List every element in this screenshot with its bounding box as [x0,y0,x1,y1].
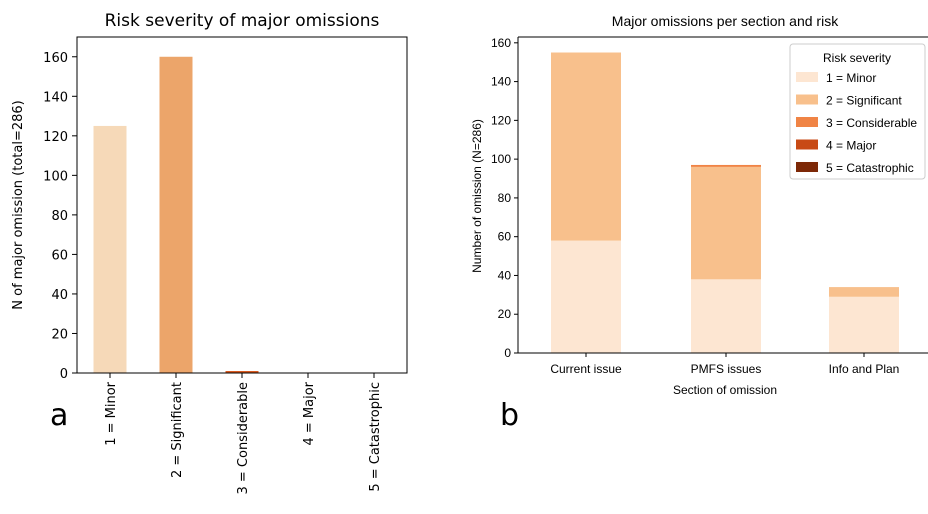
chart-a-ytick-label: 60 [51,248,68,263]
legend-frame [789,43,926,180]
chart-b-ytick-label: 60 [498,230,512,244]
chart-b-ytick-label: 160 [491,36,511,50]
chart-a-ytick-label: 120 [43,130,68,145]
chart-a-ytick-label: 80 [51,209,68,224]
legend-swatch [796,139,818,150]
legend-swatch [796,72,818,82]
chart-a-bar [225,371,259,373]
chart-b-bar-segment [691,166,761,280]
chart-a-ytick-label: 0 [60,367,68,382]
chart-b-ytick-label: 80 [498,191,512,205]
legend-swatch [796,162,818,172]
legend-swatch [796,94,818,105]
legend-label: 4 = Major [826,139,876,153]
chart-a-yaxis: 0 20 40 60 80 100 120 140 160 [43,51,77,382]
chart-b-bar-segment [551,240,621,353]
legend-label: 2 = Significant [826,94,902,108]
chart-a-xtick-label: 3 = Considerable [236,382,251,495]
legend-swatch [796,117,818,127]
chart-b-bar-segment [691,164,761,167]
chart-a-bars [93,56,259,373]
chart-a-xaxis: 1 = Minor 2 = Significant 3 = Considerable… [104,373,383,495]
chart-b-ytick-label: 20 [498,307,512,321]
chart-b-bar-segment [829,287,899,297]
chart-b-bar-segment [829,296,899,353]
legend-label: 1 = Minor [826,71,876,85]
chart-a-ytick-label: 100 [43,169,68,184]
chart-a-xtick-label: 4 = Major [302,381,317,445]
chart-b-xlabel: Section of omission [673,383,777,397]
chart-b-ytick-label: 140 [491,75,511,89]
chart-a-xtick-label: 2 = Significant [170,382,185,478]
chart-a-xtick-label: 1 = Minor [104,381,119,445]
legend-label: 3 = Considerable [826,116,917,130]
panel-label-b: b [500,398,519,433]
chart-b-ytick-label: 120 [491,113,511,127]
legend-items: 1 = Minor 2 = Significant 3 = Considerable… [796,71,917,175]
chart-b-ytick-label: 40 [498,268,512,282]
chart-b-xaxis: Current issue PMFS issues Info and Plan [550,353,899,376]
chart-a-ylabel: N of major omission (total=286) [11,100,26,309]
chart-b-xtick-label: Info and Plan [829,362,900,376]
legend-title: Risk severity [823,51,891,65]
chart-a-xtick-label: 5 = Catastrophic [368,382,383,492]
chart-b-xtick-label: Current issue [550,362,622,376]
chart-a-bar [159,56,193,373]
chart-b-xtick-label: PMFS issues [691,362,762,376]
chart-a-ytick-label: 160 [43,51,68,66]
chart-b-bar-segment [691,279,761,353]
chart-b-yaxis: 0 20 40 60 80 100 120 140 160 [491,36,518,360]
chart-b-legend: Risk severity 1 = Minor 2 = Significant 3 … [789,43,926,180]
chart-a-ytick-label: 140 [43,90,68,105]
chart-b-title: Major omissions per section and risk [612,13,839,29]
chart-b-bar-segment [551,52,621,241]
chart-a-bar [93,125,127,373]
chart-a-ytick-label: 20 [51,327,68,342]
panel-label-a: a [50,398,68,433]
chart-b-bars [551,52,899,353]
legend-label: 5 = Catastrophic [826,161,914,175]
chart-b: Major omissions per section and risk Num… [470,13,928,433]
chart-b-ytick-label: 100 [491,152,511,166]
chart-b-ylabel: Number of omission (N=286) [470,119,484,273]
chart-a-frame [76,36,408,374]
chart-a: Risk severity of major omissions N of ma… [11,11,408,495]
chart-b-ytick-label: 0 [504,346,511,360]
chart-a-title: Risk severity of major omissions [105,11,380,31]
chart-a-ytick-label: 40 [51,288,68,303]
